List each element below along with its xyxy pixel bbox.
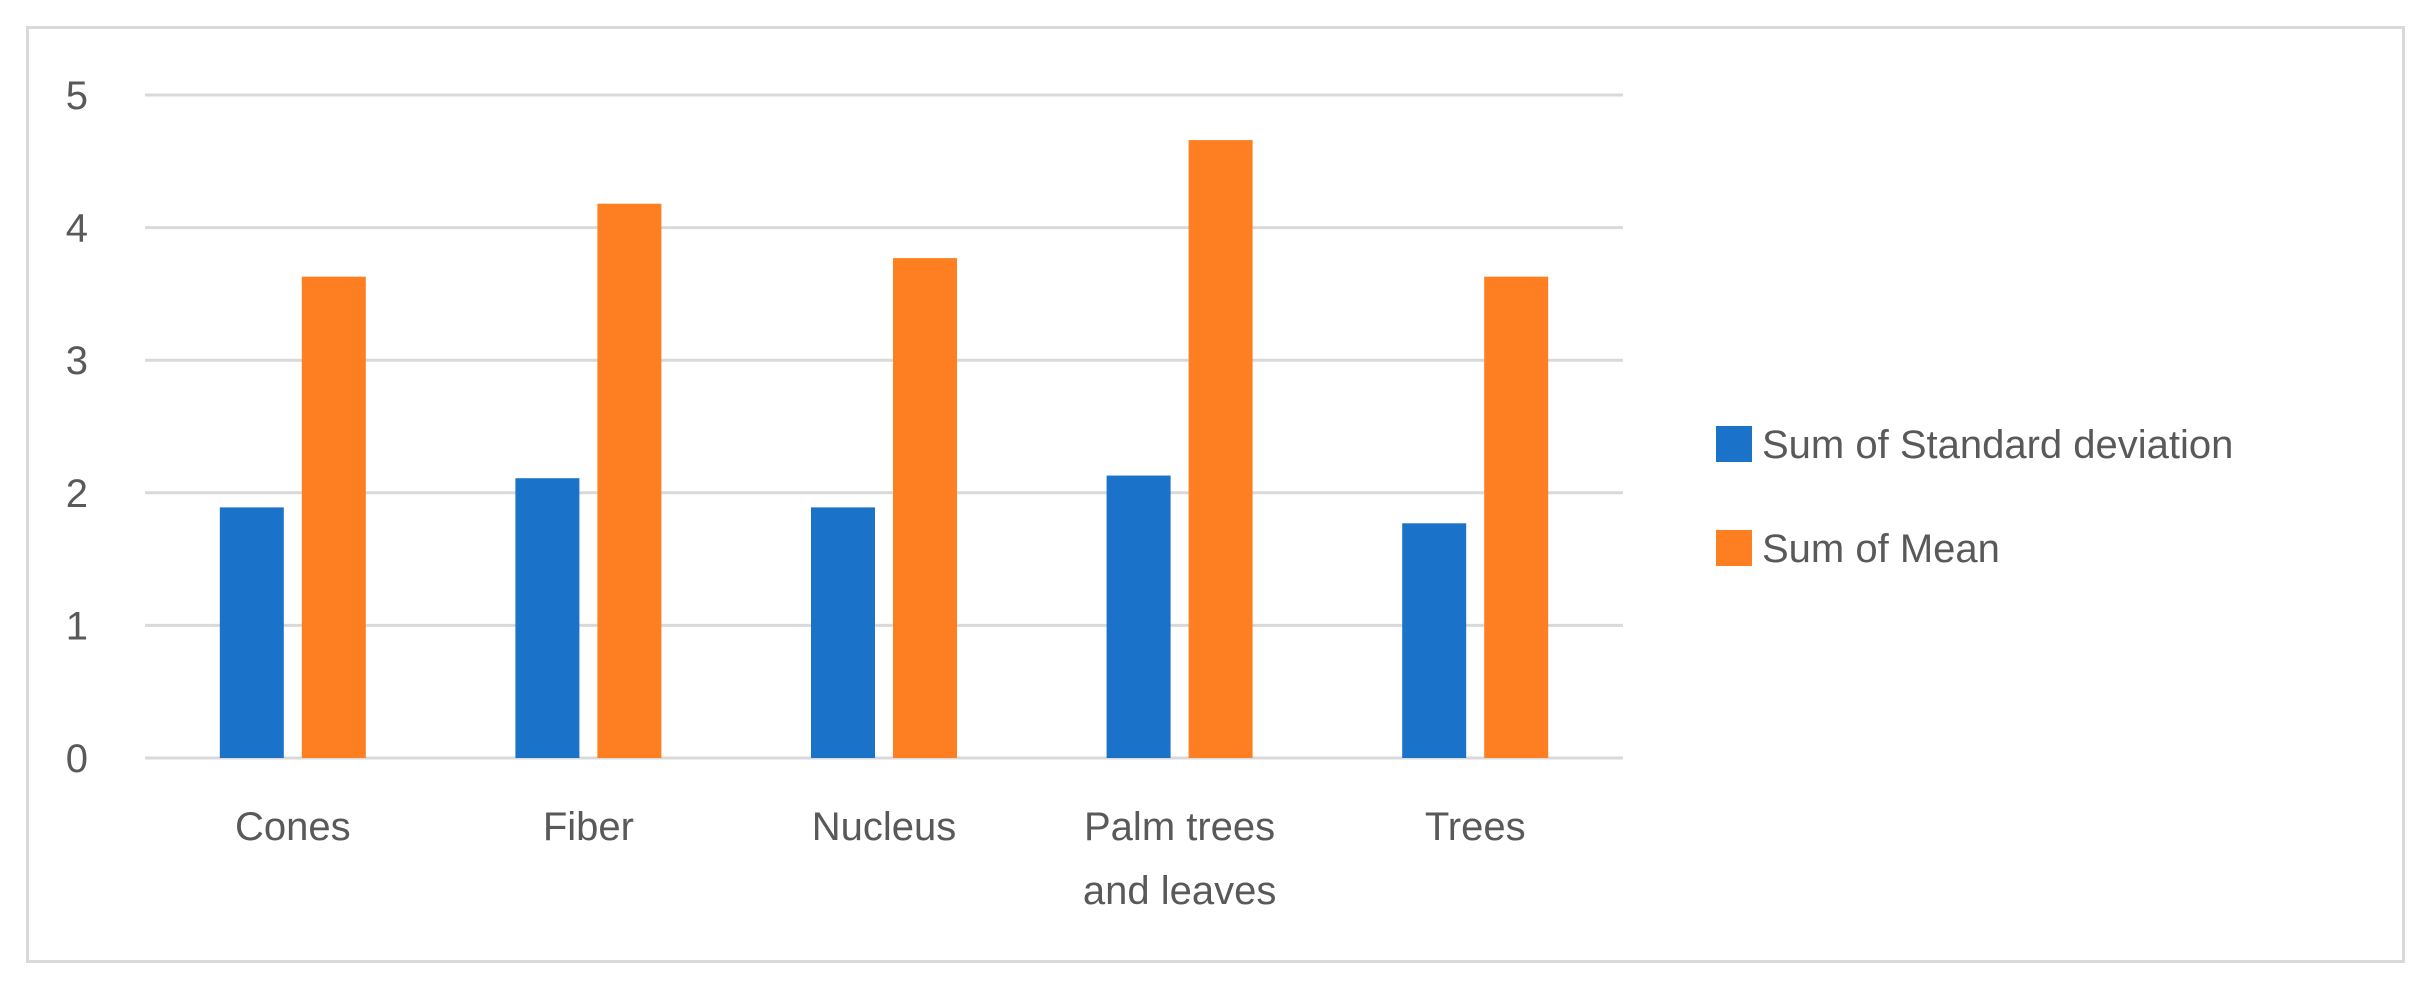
- bar: [1402, 523, 1467, 758]
- gridlines: [145, 93, 1623, 760]
- bar: [597, 203, 662, 758]
- bar: [301, 276, 366, 758]
- bar: [811, 507, 875, 758]
- bar: [515, 478, 580, 758]
- y-axis-tick-labels: 0 1 2 3 4 5: [66, 74, 88, 781]
- y-tick-label: 0: [66, 737, 88, 781]
- x-category-label: Cones: [235, 805, 351, 849]
- bar: [1188, 140, 1253, 759]
- bar: [219, 507, 284, 758]
- legend-swatch: [1716, 426, 1752, 462]
- x-category-label: Trees: [1425, 805, 1526, 849]
- bar: [1484, 276, 1549, 758]
- bar: [893, 258, 957, 758]
- x-axis-category-labels: Cones Fiber Nucleus Palm trees and leaves Tre…: [235, 805, 1526, 913]
- y-tick-label: 5: [66, 74, 88, 118]
- bars: [219, 140, 1549, 759]
- legend-swatch: [1716, 530, 1752, 566]
- y-tick-label: 3: [66, 339, 88, 383]
- x-category-label: and leaves: [1083, 869, 1276, 913]
- y-tick-label: 4: [66, 207, 88, 251]
- x-category-label: Nucleus: [812, 805, 957, 849]
- legend-label: Sum of Standard deviation: [1762, 423, 2233, 467]
- bar: [1106, 475, 1171, 758]
- y-tick-label: 1: [66, 604, 88, 648]
- legend: Sum of Standard deviation Sum of Mean: [1716, 423, 2233, 571]
- y-tick-label: 2: [66, 472, 88, 516]
- legend-label: Sum of Mean: [1762, 527, 2000, 571]
- x-category-label: Fiber: [543, 805, 634, 849]
- x-category-label: Palm trees: [1084, 805, 1275, 849]
